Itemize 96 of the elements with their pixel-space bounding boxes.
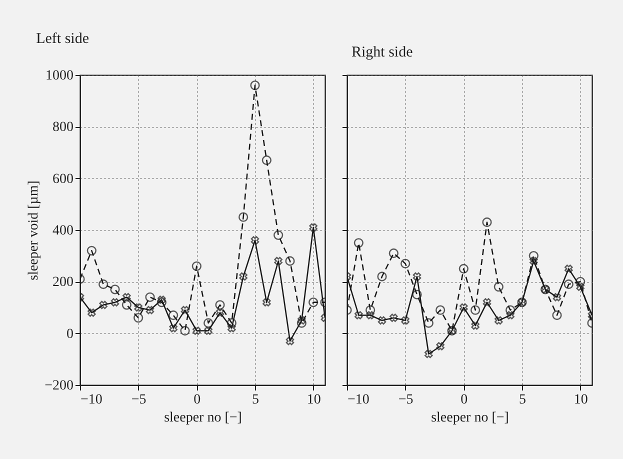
- x-tick-label: −5: [398, 392, 414, 408]
- point: [134, 313, 144, 323]
- point: [494, 316, 503, 325]
- point: [122, 293, 131, 302]
- point: [122, 300, 132, 310]
- point: [274, 230, 284, 240]
- point: [298, 316, 306, 325]
- point: [354, 238, 364, 248]
- point: [552, 310, 562, 320]
- point: [216, 308, 224, 317]
- point: [156, 298, 166, 308]
- point: [285, 256, 295, 266]
- x-axis-title: sleeper no [−]: [164, 410, 242, 426]
- point: [552, 293, 562, 302]
- x-tick-label: −10: [80, 392, 102, 408]
- point: [110, 298, 120, 306]
- point: [204, 318, 214, 328]
- point: [110, 284, 120, 294]
- point: [377, 272, 387, 282]
- point: [482, 298, 492, 306]
- y-tick-label: 800: [52, 120, 74, 136]
- point: [366, 311, 374, 320]
- point: [192, 326, 201, 335]
- point: [250, 80, 260, 90]
- x-tick-label: 0: [194, 392, 201, 408]
- point: [460, 303, 468, 312]
- point: [471, 321, 480, 330]
- chart-title: Right side: [352, 44, 414, 60]
- point: [180, 326, 190, 336]
- y-tick-label: 600: [52, 172, 74, 187]
- y-tick-label: 1000: [46, 68, 74, 84]
- point: [494, 282, 504, 292]
- point: [412, 290, 422, 300]
- point: [180, 306, 190, 314]
- point: [134, 303, 142, 312]
- point: [470, 305, 480, 315]
- point: [388, 248, 398, 258]
- point: [458, 264, 468, 274]
- point: [576, 282, 584, 291]
- point: [88, 308, 96, 317]
- point: [564, 264, 573, 273]
- point: [424, 350, 433, 358]
- x-tick-label: 10: [306, 392, 321, 408]
- point: [401, 316, 410, 325]
- point: [158, 296, 166, 304]
- x-tick-label: −5: [131, 392, 146, 408]
- point: [354, 311, 363, 320]
- point: [99, 300, 108, 310]
- x-tick-label: 5: [252, 392, 259, 408]
- point: [145, 292, 155, 302]
- point: [168, 310, 178, 320]
- point: [366, 305, 376, 315]
- point: [226, 318, 236, 328]
- x-axis-title: sleeper no [−]: [431, 410, 509, 426]
- point: [274, 256, 282, 266]
- point: [262, 155, 272, 166]
- x-tick-label: −10: [348, 392, 370, 408]
- point: [576, 276, 586, 286]
- point: [424, 318, 434, 328]
- point: [296, 318, 306, 328]
- point: [169, 324, 178, 332]
- point: [309, 223, 318, 232]
- point: [262, 298, 271, 306]
- point: [378, 316, 386, 325]
- chart-title: Left side: [36, 31, 90, 47]
- point: [308, 298, 318, 308]
- y-tick-label: 400: [52, 224, 74, 238]
- point: [238, 212, 248, 222]
- point: [286, 336, 294, 346]
- point: [412, 272, 422, 281]
- point: [86, 246, 96, 256]
- point: [98, 279, 108, 290]
- point: [239, 272, 248, 281]
- point: [482, 217, 492, 228]
- point: [204, 326, 212, 335]
- point: [250, 236, 260, 244]
- y-tick-label: 0: [66, 326, 74, 342]
- point: [436, 305, 446, 315]
- point: [564, 279, 574, 290]
- point: [528, 251, 538, 261]
- point: [400, 258, 410, 268]
- point: [228, 324, 236, 332]
- x-tick-label: 5: [519, 392, 526, 408]
- point: [192, 261, 202, 271]
- point: [390, 314, 398, 322]
- y-axis-title: sleeper void [µm]: [26, 180, 42, 280]
- y-tick-label: 200: [52, 275, 74, 290]
- x-tick-label: 0: [460, 392, 468, 408]
- point: [506, 305, 516, 315]
- point: [146, 306, 154, 314]
- point: [215, 300, 225, 310]
- point: [436, 342, 444, 350]
- x-tick-label: 10: [574, 392, 588, 408]
- point: [506, 311, 514, 320]
- point: [530, 256, 538, 266]
- y-tick-label: −200: [44, 378, 74, 394]
